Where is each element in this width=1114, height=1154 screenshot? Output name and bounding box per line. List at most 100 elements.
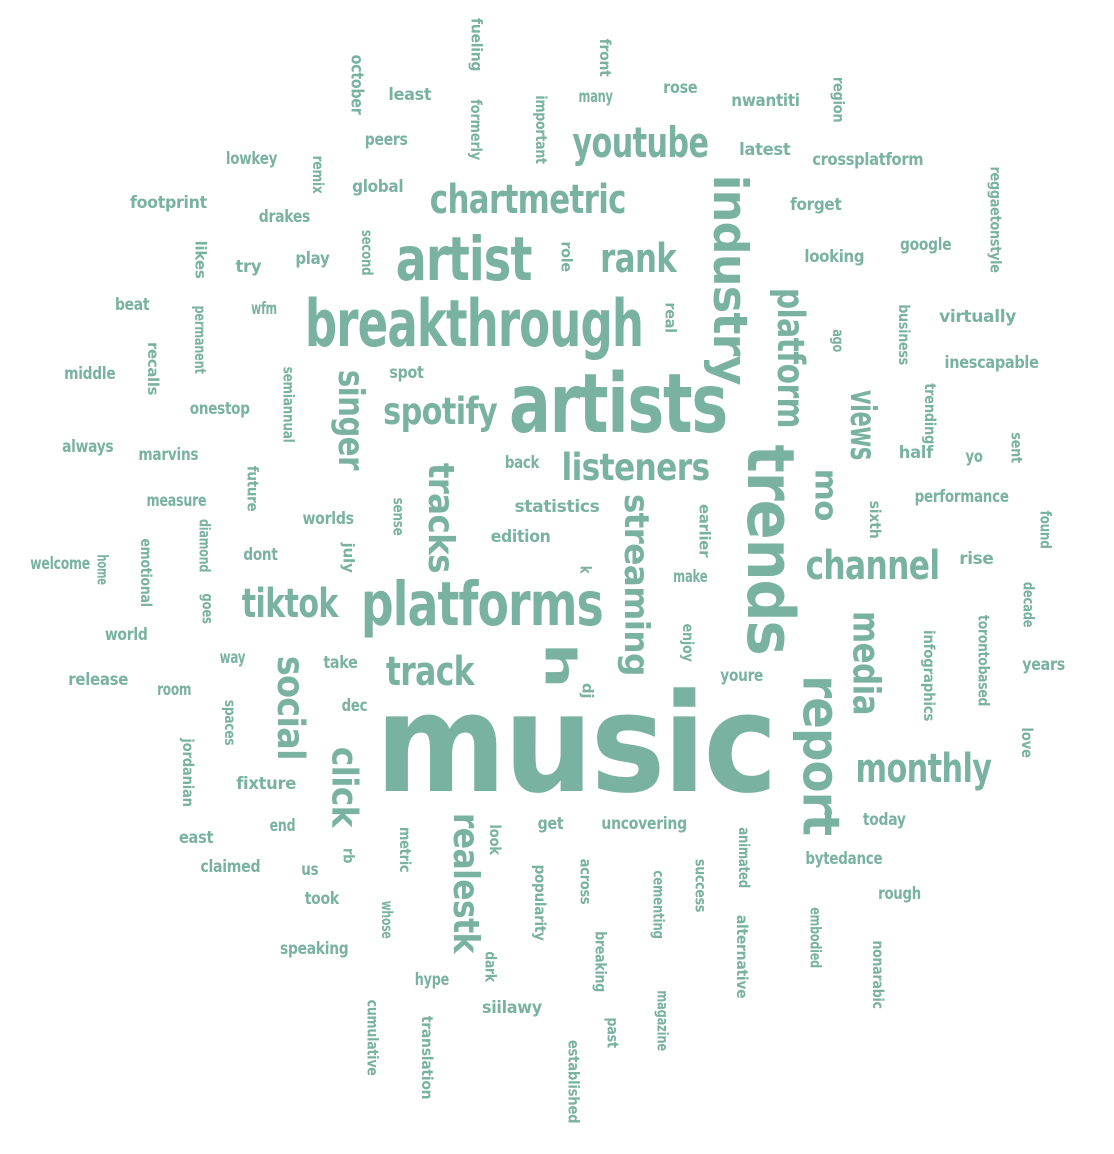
word-statistics: statistics (514, 497, 600, 518)
word-youre: youre (720, 666, 764, 687)
word-claimed: claimed (200, 857, 260, 878)
word-realestk: realestk (444, 813, 486, 953)
word-ago: ago (828, 329, 847, 353)
word-july: july (339, 543, 358, 573)
word-sense: sense (389, 498, 408, 536)
word-us: us (301, 860, 319, 881)
word-magazine: magazine (653, 990, 672, 1052)
word-measure: measure (146, 491, 206, 512)
word-spotify: spotify (382, 389, 498, 434)
word-emotional: emotional (137, 538, 156, 608)
word-half: half (898, 443, 934, 464)
word-across: across (576, 859, 595, 905)
word-yo: yo (965, 447, 983, 468)
word-track: track (385, 649, 475, 696)
word-front: front (596, 39, 615, 77)
word-make: make (672, 567, 708, 588)
word-tracks: tracks (419, 463, 461, 573)
word-established: established (564, 1040, 583, 1124)
word-platform: platform (768, 287, 813, 429)
word-speaking: speaking (279, 939, 349, 960)
word-trending: trending (921, 383, 940, 445)
word-trends: trends (732, 444, 808, 655)
word-chartmetric: chartmetric (429, 177, 627, 224)
word-looking: looking (804, 247, 864, 268)
word-report: report (791, 674, 851, 836)
word-platforms: platforms (360, 568, 604, 640)
word-jordanian: jordanian (178, 738, 197, 808)
word-room: room (156, 680, 192, 701)
word-streaming: streaming (616, 494, 656, 676)
word-rb: rb (339, 848, 358, 864)
word-enjoy: enjoy (679, 624, 698, 662)
word-cementing: cementing (649, 870, 668, 940)
word-embodied: embodied (806, 907, 825, 969)
word-performance: performance (914, 487, 1010, 508)
word-past: past (603, 1017, 622, 1049)
word-reggaetonstyle: reggaetonstyle (986, 166, 1005, 274)
word-success: success (691, 859, 710, 913)
word-semiannual: semiannual (279, 367, 298, 443)
word-dj: dj (578, 683, 597, 699)
word-k: k (576, 566, 595, 574)
word-end: end (269, 816, 295, 837)
word-middle: middle (64, 364, 116, 385)
word-music: music (375, 664, 777, 824)
word-whose: whose (378, 901, 397, 939)
word-virtually: virtually (939, 307, 1017, 328)
word-many: many (578, 87, 614, 108)
word-beat: beat (114, 295, 150, 316)
word-welcome: welcome (30, 554, 90, 575)
word-business: business (894, 304, 913, 366)
word-animated: animated (734, 827, 753, 889)
word-took: took (304, 889, 340, 910)
word-diamond: diamond (195, 519, 214, 573)
word-spaces: spaces (220, 700, 239, 746)
word-metric: metric (396, 827, 415, 873)
word-listeners: listeners (561, 445, 711, 490)
word-global: global (352, 177, 404, 198)
word-translation: translation (417, 1016, 436, 1100)
word-torontobased: torontobased (974, 615, 993, 707)
word-years: years (1022, 655, 1066, 676)
word-sent: sent (1007, 432, 1026, 464)
word-infographics: infographics (920, 630, 939, 722)
word-youtube: youtube (572, 118, 709, 167)
word-role: role (557, 241, 576, 273)
word-goes: goes (198, 593, 217, 625)
word-try: try (235, 257, 261, 278)
word-permanent: permanent (191, 305, 210, 375)
word-future: future (243, 466, 262, 512)
word-popularity: popularity (531, 865, 550, 941)
word-tiktok: tiktok (241, 581, 339, 628)
word-nonarabic: nonarabic (868, 940, 887, 1010)
word-spot: spot (388, 363, 424, 384)
word-h: h (535, 642, 585, 688)
word-region: region (829, 77, 848, 123)
word-world: world (104, 625, 148, 646)
word-social: social (268, 655, 313, 760)
word-artists: artists (508, 357, 728, 453)
word-dont: dont (242, 545, 278, 566)
word-fueling: fueling (467, 18, 486, 72)
word-remix: remix (309, 156, 328, 194)
word-channel: channel (804, 543, 940, 590)
word-google: google (900, 235, 952, 256)
word-worlds: worlds (302, 509, 354, 530)
word-singer: singer (329, 369, 371, 470)
word-back: back (504, 453, 540, 474)
word-real: real (661, 302, 680, 334)
word-click: click (322, 746, 364, 827)
word-always: always (62, 437, 114, 458)
word-footprint: footprint (129, 193, 207, 214)
word-found: found (1036, 510, 1055, 549)
word-cumulative: cumulative (363, 1000, 382, 1076)
word-fixture: fixture (236, 774, 296, 795)
word-rank: rank (599, 236, 677, 283)
word-dec: dec (341, 696, 367, 717)
word-monthly: monthly (854, 746, 992, 793)
word-home: home (93, 554, 112, 586)
word-inescapable: inescapable (944, 353, 1040, 374)
word-siilawy: siilawy (482, 998, 542, 1019)
